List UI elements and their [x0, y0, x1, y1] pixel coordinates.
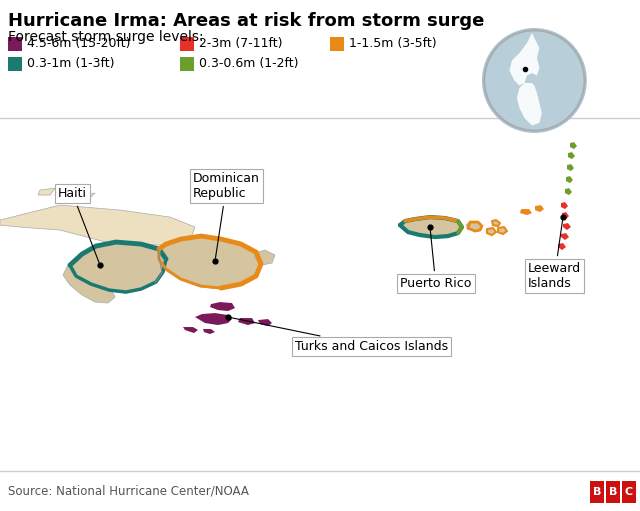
Polygon shape: [492, 220, 500, 226]
FancyBboxPatch shape: [180, 37, 194, 51]
Polygon shape: [38, 188, 55, 195]
Polygon shape: [210, 302, 235, 311]
FancyBboxPatch shape: [606, 481, 620, 503]
Polygon shape: [487, 228, 496, 235]
Polygon shape: [566, 176, 573, 183]
Polygon shape: [183, 327, 198, 333]
Text: Hurricane Irma: Areas at risk from storm surge: Hurricane Irma: Areas at risk from storm…: [8, 12, 484, 30]
Polygon shape: [520, 209, 532, 215]
Polygon shape: [72, 193, 95, 199]
Text: 2-3m (7-11ft): 2-3m (7-11ft): [199, 36, 282, 50]
Circle shape: [484, 31, 584, 130]
Text: C: C: [625, 487, 633, 497]
Polygon shape: [158, 237, 260, 289]
Text: 4.5-6m (15-20ft): 4.5-6m (15-20ft): [27, 36, 131, 50]
Polygon shape: [68, 243, 165, 293]
Text: Leeward
Islands: Leeward Islands: [528, 220, 581, 290]
Text: B: B: [609, 487, 617, 497]
Polygon shape: [400, 217, 462, 237]
Polygon shape: [565, 188, 572, 195]
Polygon shape: [0, 205, 195, 245]
Polygon shape: [509, 33, 540, 85]
Circle shape: [482, 28, 587, 133]
FancyBboxPatch shape: [330, 37, 344, 51]
Text: Source: National Hurricane Center/NOAA: Source: National Hurricane Center/NOAA: [8, 484, 249, 498]
Polygon shape: [203, 329, 215, 334]
FancyBboxPatch shape: [180, 57, 194, 71]
Polygon shape: [568, 152, 575, 159]
Polygon shape: [517, 83, 542, 125]
Polygon shape: [238, 318, 255, 325]
Polygon shape: [63, 265, 115, 303]
Text: Turks and Caicos Islands: Turks and Caicos Islands: [231, 318, 448, 353]
FancyBboxPatch shape: [8, 37, 22, 51]
Text: B: B: [593, 487, 601, 497]
FancyBboxPatch shape: [622, 481, 636, 503]
Polygon shape: [570, 142, 577, 149]
Polygon shape: [561, 202, 568, 209]
Polygon shape: [563, 223, 571, 230]
FancyBboxPatch shape: [8, 57, 22, 71]
Text: 0.3-0.6m (1-2ft): 0.3-0.6m (1-2ft): [199, 57, 298, 69]
Text: Dominican
Republic: Dominican Republic: [193, 172, 260, 258]
Text: Puerto Rico: Puerto Rico: [400, 230, 472, 290]
Text: 0.3-1m (1-3ft): 0.3-1m (1-3ft): [27, 57, 115, 69]
Polygon shape: [195, 313, 232, 325]
Polygon shape: [561, 233, 569, 240]
Polygon shape: [567, 164, 574, 171]
Polygon shape: [535, 205, 544, 212]
Polygon shape: [258, 319, 272, 326]
Polygon shape: [562, 212, 569, 219]
Polygon shape: [255, 250, 275, 265]
Polygon shape: [558, 243, 566, 250]
Text: 1-1.5m (3-5ft): 1-1.5m (3-5ft): [349, 36, 436, 50]
Polygon shape: [498, 227, 507, 234]
FancyBboxPatch shape: [590, 481, 604, 503]
Polygon shape: [466, 222, 482, 231]
Text: Forecast storm surge levels:: Forecast storm surge levels:: [8, 30, 204, 44]
Text: Haiti: Haiti: [58, 187, 99, 263]
